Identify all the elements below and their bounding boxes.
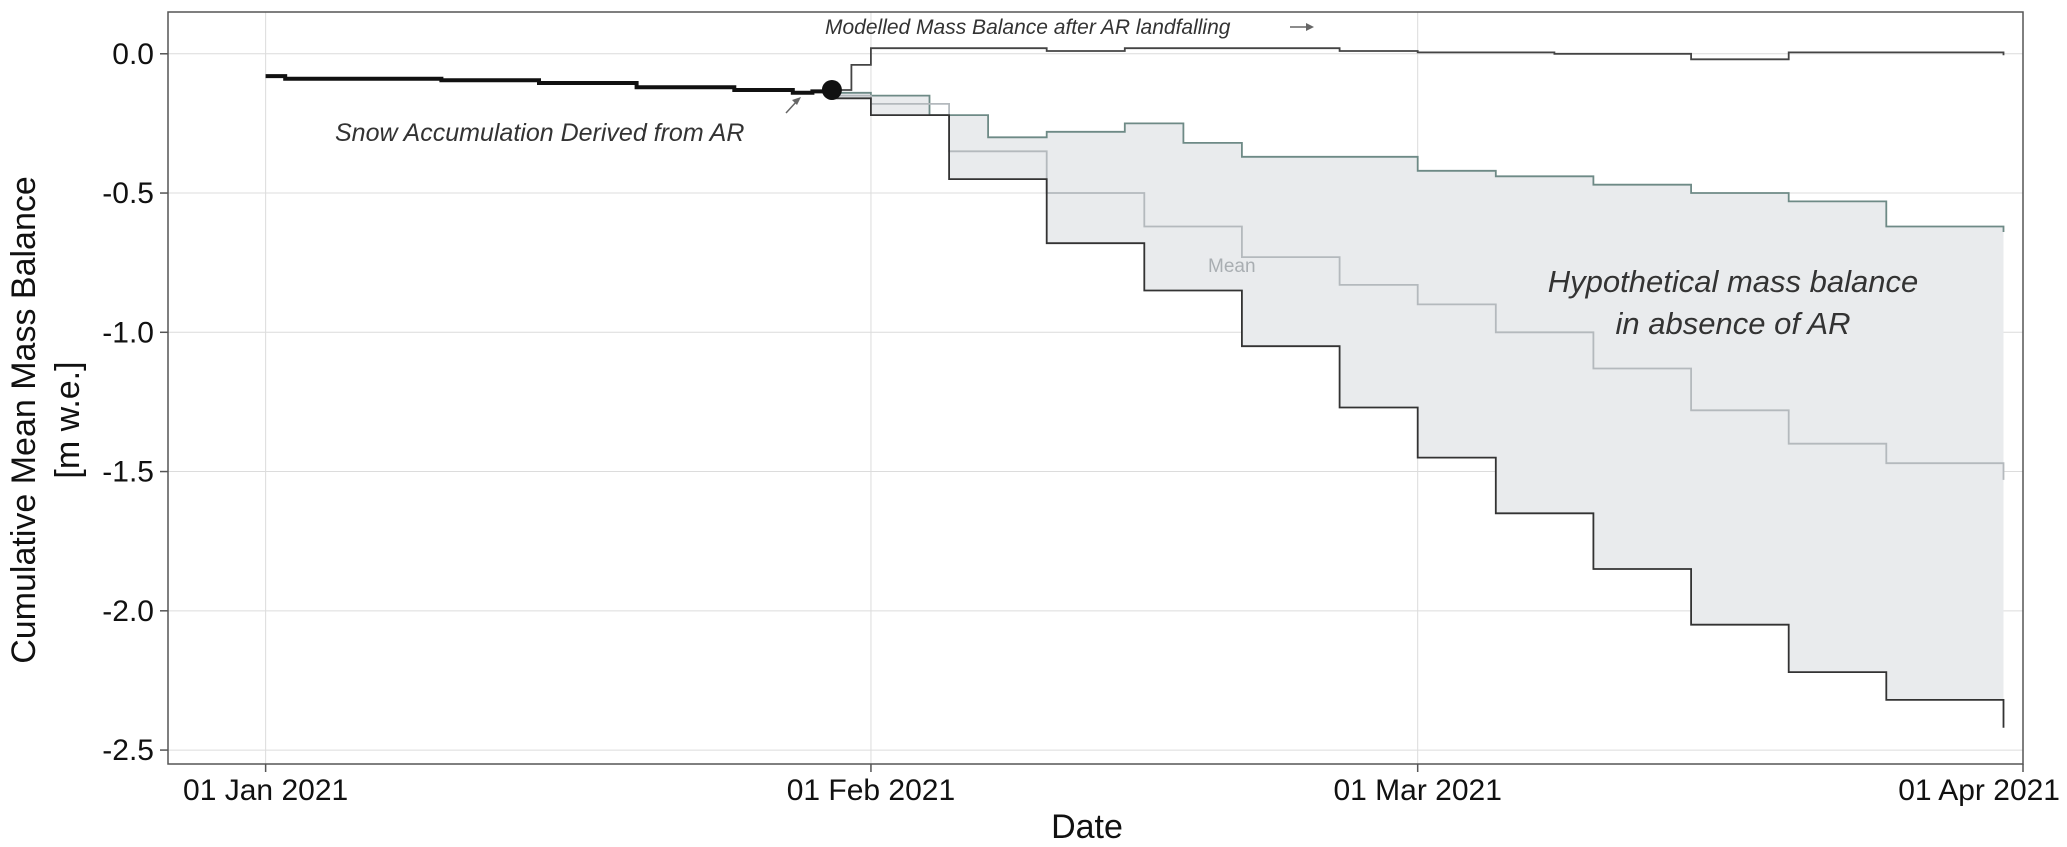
annotation-hypothetical-line2: in absence of AR xyxy=(1616,306,1851,341)
annotation-hypothetical-line1: Hypothetical mass balance xyxy=(1548,264,1918,299)
annotation-arrowhead-right xyxy=(1306,23,1314,31)
y-tick-label: 0.0 xyxy=(112,38,154,71)
x-axis-ticks: 01 Jan 2021 01 Feb 2021 01 Mar 2021 01 Apr … xyxy=(183,764,2060,807)
x-axis-title: Date xyxy=(1051,808,1123,846)
x-tick-label: 01 Jan 2021 xyxy=(183,774,348,807)
ar-landfall-marker xyxy=(821,79,842,100)
y-axis-ticks: 0.0 -0.5 -1.0 -1.5 -2.0 -2.5 xyxy=(102,38,168,767)
y-tick-label: -1.0 xyxy=(102,316,154,349)
series-line-lower xyxy=(831,97,2005,728)
series-line-upper xyxy=(831,91,2005,232)
x-tick-label: 01 Apr 2021 xyxy=(1898,774,2060,807)
x-tick-label: 01 Mar 2021 xyxy=(1333,774,1501,807)
y-tick-label: -2.5 xyxy=(102,734,154,767)
annotation-modelled-balance: Modelled Mass Balance after AR landfalli… xyxy=(825,16,1231,39)
annotation-arrowhead-snow xyxy=(792,97,801,105)
x-tick-label: 01 Feb 2021 xyxy=(787,774,955,807)
y-tick-label: -0.5 xyxy=(102,177,154,210)
y-axis-title: Cumulative Mean Mass Balance xyxy=(5,176,43,664)
plot-frame xyxy=(167,11,2024,765)
series-line-modelled xyxy=(831,47,2005,91)
annotation-snow-accumulation: Snow Accumulation Derived from AR xyxy=(335,119,744,147)
annotation-mean-label: Mean xyxy=(1208,256,1256,277)
y-axis-title-group: Cumulative Mean Mass Balance [m w.e.] xyxy=(5,176,87,664)
y-tick-label: -1.5 xyxy=(102,456,154,489)
y-tick-label: -2.0 xyxy=(102,595,154,628)
grid-lines xyxy=(168,12,2024,764)
annotations: Modelled Mass Balance after AR landfalli… xyxy=(335,16,1918,341)
series-lines xyxy=(265,47,2005,728)
y-axis-unit: [m w.e.] xyxy=(49,361,87,478)
series-line-observed xyxy=(265,74,834,95)
series-line-mean xyxy=(831,94,2005,480)
